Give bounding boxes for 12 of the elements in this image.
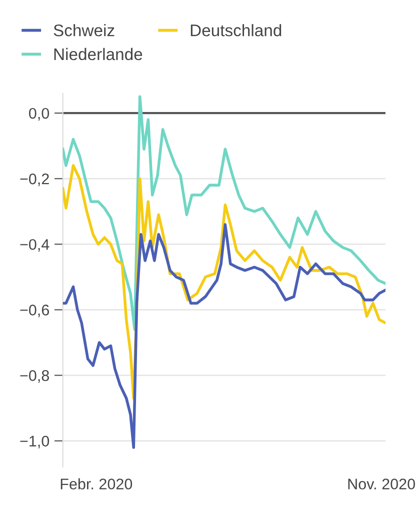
y-tick-label: −0,6 (20, 304, 49, 318)
legend-label: Deutschland (190, 24, 282, 36)
legend-label: Niederlande (54, 48, 142, 60)
y-tick-label: 0,0 (29, 108, 50, 121)
x-tick-label: Febr. 2020 (60, 478, 132, 490)
legend-label: Schweiz (54, 24, 114, 36)
x-tick-label: Nov. 2020 (348, 478, 415, 490)
line-series (62, 223, 386, 449)
y-tick-label: −1,0 (20, 436, 50, 448)
y-tick-label: −0,8 (20, 370, 49, 383)
y-tick-label: −0,4 (20, 239, 50, 252)
y-tick-label: −0,2 (20, 174, 49, 186)
